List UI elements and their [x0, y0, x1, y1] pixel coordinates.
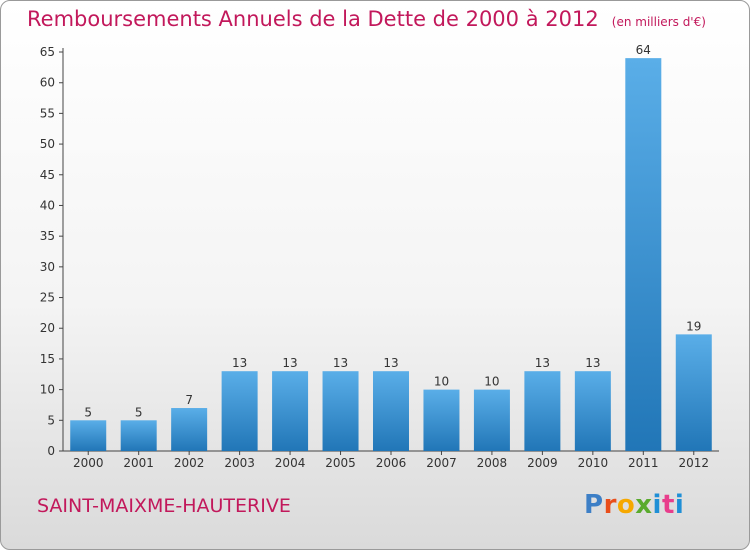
x-tick-label: 2004 — [275, 456, 306, 470]
bar — [473, 389, 510, 451]
bar — [524, 371, 561, 451]
bar — [272, 371, 309, 451]
bar — [171, 408, 208, 451]
y-tick-label: 50 — [40, 137, 55, 151]
bar-value-label: 13 — [282, 356, 297, 370]
y-tick-label: 65 — [40, 45, 55, 59]
y-tick-label: 0 — [47, 444, 55, 458]
bar — [675, 334, 712, 451]
y-tick-label: 20 — [40, 321, 55, 335]
logo-letter: i — [674, 490, 685, 520]
bars-group: 5 5 7 13 13 13 13 10 10 13 13 64 19 — [70, 43, 712, 452]
logo-letter: r — [603, 490, 617, 520]
bar — [373, 371, 409, 451]
x-tick-label: 2011 — [628, 456, 659, 470]
bar — [221, 371, 258, 451]
bar-value-label: 13 — [232, 356, 247, 370]
chart-title: Remboursements Annuels de la Dette de 20… — [27, 7, 706, 31]
y-tick-label: 35 — [40, 229, 55, 243]
y-tick-label: 10 — [40, 383, 55, 397]
logo-letter: i — [652, 490, 662, 520]
x-tick-label: 2000 — [73, 456, 104, 470]
bar — [625, 58, 662, 452]
logo-letter: x — [635, 490, 653, 520]
y-tick-label: 45 — [40, 168, 55, 182]
logo-letter: t — [661, 490, 675, 520]
y-tick-label: 40 — [40, 198, 55, 212]
logo-letter: o — [616, 490, 636, 520]
y-tick-label: 25 — [40, 291, 55, 305]
x-tick-label: 2001 — [123, 456, 154, 470]
x-tick-label: 2005 — [325, 456, 356, 470]
y-tick-label: 5 — [47, 413, 55, 427]
bar-value-label: 64 — [636, 43, 651, 57]
x-tick-label: 2006 — [376, 456, 407, 470]
x-tick-label: 2003 — [224, 456, 255, 470]
title-text: Remboursements Annuels de la Dette de 20… — [27, 7, 599, 31]
bar — [322, 371, 359, 451]
commune-name: SAINT-MAIXME-HAUTERIVE — [37, 495, 291, 517]
bar-value-label: 5 — [135, 405, 143, 419]
unit-text: (en milliers d'€) — [611, 15, 706, 29]
bar-value-label: 13 — [585, 356, 600, 370]
bar — [423, 389, 460, 451]
logo-letter: P — [584, 490, 604, 520]
proxiti-logo: Proxiti — [584, 490, 684, 520]
bar-value-label: 13 — [535, 356, 550, 370]
bar — [70, 420, 107, 451]
bar-value-label: 7 — [185, 393, 193, 407]
x-tick-label: 2008 — [477, 456, 508, 470]
x-tick-label: 2010 — [578, 456, 609, 470]
bar — [120, 420, 157, 451]
bar-value-label: 10 — [434, 375, 449, 389]
y-tick-label: 15 — [40, 352, 55, 366]
y-tick-label: 60 — [40, 76, 55, 90]
bar-value-label: 13 — [333, 356, 348, 370]
x-axis: 2000 2001 2002 2003 2004 2005 2006 2007 2008 2009… — [63, 450, 719, 470]
bar-value-label: 19 — [686, 319, 701, 333]
bar-value-label: 5 — [84, 405, 92, 419]
x-tick-label: 2002 — [174, 456, 205, 470]
y-tick-label: 30 — [40, 260, 55, 274]
bar-value-label: 13 — [383, 356, 398, 370]
x-tick-label: 2007 — [426, 456, 457, 470]
y-axis: 0 5 10 15 20 25 30 35 40 45 50 55 60 65 — [40, 45, 64, 458]
x-tick-label: 2012 — [678, 456, 709, 470]
y-tick-label: 55 — [40, 106, 55, 120]
x-tick-label: 2009 — [527, 456, 558, 470]
bar-value-label: 10 — [484, 375, 499, 389]
bar — [574, 371, 611, 451]
